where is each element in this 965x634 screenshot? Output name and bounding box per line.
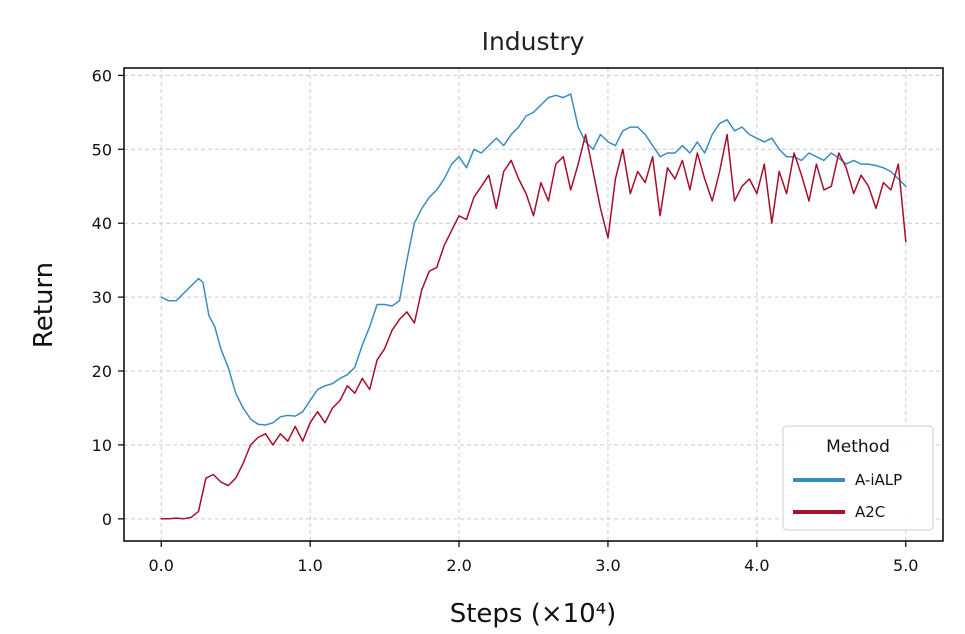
legend-items: A-iALP A2C (793, 471, 902, 521)
y-tick-label: 40 (92, 214, 112, 233)
series-line-a-ialp (160, 93, 907, 426)
x-tick-label: 5.0 (893, 556, 918, 575)
x-tick-label: 4.0 (744, 556, 769, 575)
y-tick-label: 10 (92, 436, 112, 455)
series-line-a2c (160, 133, 907, 520)
legend-label: A2C (855, 503, 885, 521)
legend-label: A-iALP (855, 471, 902, 489)
y-tick-label: 30 (92, 288, 112, 307)
y-tick-label: 0 (102, 510, 112, 529)
grid (124, 68, 943, 541)
x-axis-label: Steps (×10⁴) (450, 599, 617, 629)
legend: Method A-iALP A2C (782, 425, 934, 531)
x-tick-label: 2.0 (446, 556, 471, 575)
legend-title: Method (826, 437, 890, 457)
x-tick-label: 0.0 (149, 556, 174, 575)
y-tick-label: 60 (92, 66, 112, 85)
y-tick-label: 20 (92, 362, 112, 381)
y-axis-label: Return (29, 262, 59, 348)
chart-title: Industry (482, 27, 585, 56)
ticks: 0.0 1.0 2.0 3.0 4.0 5.0 0 10 20 30 40 50 60 (92, 66, 919, 575)
plot-frame (123, 67, 944, 542)
y-tick-label: 50 (92, 140, 112, 159)
legend-frame (782, 425, 934, 531)
series-layer (160, 93, 907, 520)
x-tick-label: 1.0 (297, 556, 322, 575)
x-tick-label: 3.0 (595, 556, 620, 575)
